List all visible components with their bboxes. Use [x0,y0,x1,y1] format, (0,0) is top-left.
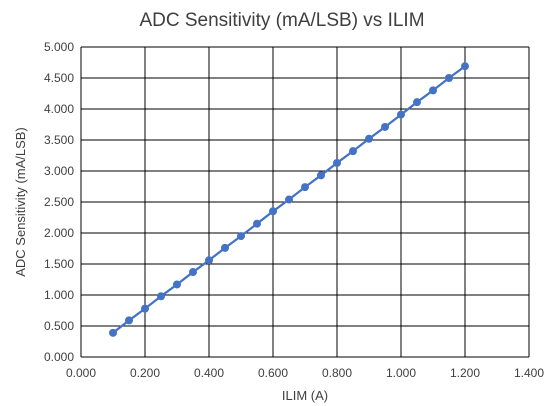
data-point [349,147,357,156]
y-tick-label: 2.000 [44,226,74,240]
y-tick-label: 0.000 [44,350,74,364]
data-point [301,183,309,192]
data-point [109,328,117,337]
data-point [189,268,197,277]
y-tick-label: 4.000 [44,102,74,116]
chart-title: ADC Sensitivity (mA/LSB) vs ILIM [139,10,424,31]
data-point [429,86,437,95]
y-tick-label: 1.500 [44,257,74,271]
x-tick-label: 1.000 [386,366,416,380]
x-tick-label: 0.800 [322,366,352,380]
data-point [365,134,373,143]
y-tick-label: 3.500 [44,133,74,147]
y-axis-title: ADC Sensitivity (mA/LSB) [13,127,28,277]
series-layer [109,62,469,337]
data-point [413,98,421,107]
tick-labels: 0.000 0.200 0.400 0.600 0.800 1.000 1.200 1.400… [44,40,544,380]
data-point [205,256,213,265]
data-point [461,62,469,71]
data-point [173,280,181,289]
data-point [269,207,277,216]
grid [80,46,530,358]
data-point [317,171,325,180]
y-tick-label: 5.000 [44,40,74,54]
y-tick-label: 1.000 [44,288,74,302]
data-point [157,292,165,301]
x-tick-label: 0.000 [66,366,96,380]
data-point [333,158,341,167]
data-point [397,110,405,119]
data-point [253,219,261,228]
x-tick-label: 1.400 [514,366,544,380]
y-tick-label: 2.500 [44,195,74,209]
data-point [141,304,149,313]
data-point [285,195,293,204]
data-point [221,243,229,252]
x-tick-label: 1.200 [450,366,480,380]
y-tick-label: 3.000 [44,164,74,178]
data-point [125,316,133,325]
y-tick-label: 0.500 [44,319,74,333]
x-tick-label: 0.200 [130,366,160,380]
data-point [445,74,453,82]
data-point [381,122,389,131]
x-tick-label: 0.600 [258,366,288,380]
data-point [237,232,245,241]
x-axis-title: ILIM (A) [282,388,328,403]
y-tick-label: 4.500 [44,71,74,85]
x-tick-label: 0.400 [194,366,224,380]
